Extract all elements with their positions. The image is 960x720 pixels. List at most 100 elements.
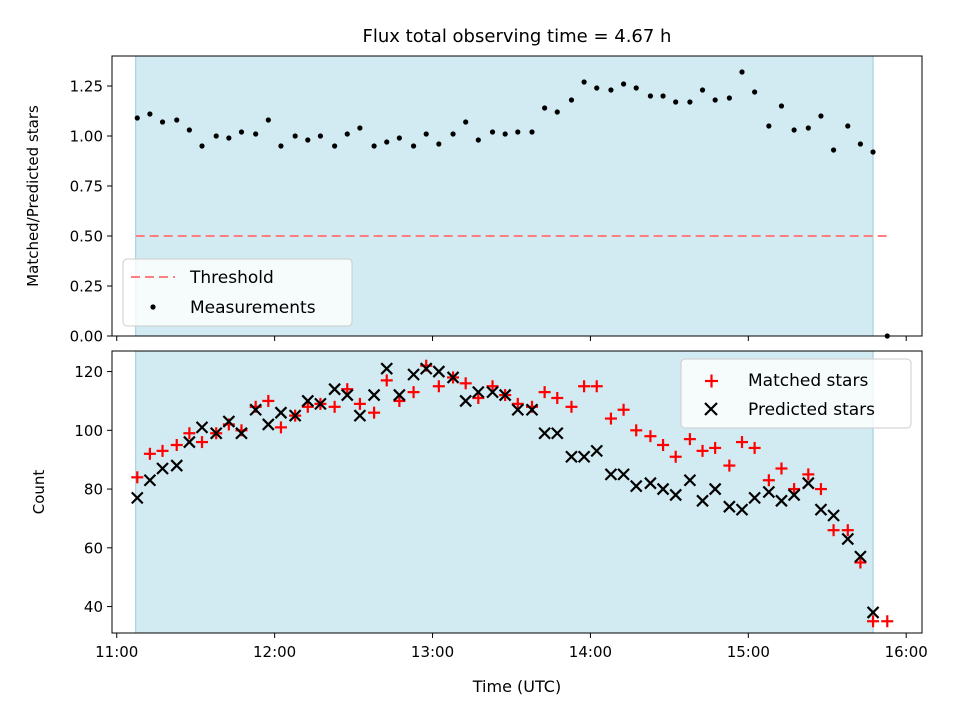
measurements-point [384, 139, 390, 145]
legend-matched-swatch [705, 374, 718, 388]
measurements-point [608, 87, 614, 93]
predicted-stars-point [301, 394, 315, 408]
matched-stars-point [472, 392, 485, 404]
top-legend: Threshold Measurements [122, 258, 353, 327]
matched-stars-point [262, 394, 275, 407]
predicted-stars-point [143, 473, 157, 487]
measurements-point [396, 135, 402, 141]
y-tick-label: 0.75 [70, 178, 103, 196]
measurements-point [226, 135, 232, 141]
measurements-point [265, 117, 271, 123]
matched-stars-point [156, 444, 169, 457]
measurements-point [332, 143, 338, 149]
measurements-point [633, 85, 639, 91]
predicted-stars-point [538, 426, 551, 440]
predicted-stars-point [735, 503, 749, 516]
predicted-stars-point [617, 468, 630, 481]
matched-stars-point [748, 441, 761, 454]
matched-stars-point [143, 447, 156, 460]
predicted-stars-point [814, 503, 828, 516]
top-legend-box [122, 258, 353, 327]
top-axis-ticks: 0.00 0.25 0.50 0.75 1.00 1.25 [70, 78, 907, 346]
y-tick-label: 0.00 [70, 328, 103, 346]
matched-stars-point [657, 439, 670, 451]
matched-stars-point [762, 474, 775, 487]
matched-stars-point [196, 436, 208, 449]
measurements-point [739, 69, 745, 75]
measurements-point [752, 89, 758, 95]
x-tick-label: 16:00 [885, 643, 928, 661]
predicted-stars-point [170, 459, 184, 472]
predicted-stars-point [288, 409, 302, 422]
matched-stars-point [775, 462, 788, 475]
legend-measurements-label: Measurements [190, 298, 316, 318]
measurements-point [581, 79, 587, 85]
measurements-point [845, 123, 851, 129]
x-tick-label: 14:00 [569, 643, 612, 661]
matched-stars-point [393, 394, 406, 407]
measurements-point [475, 137, 481, 143]
measurements-point [450, 131, 456, 137]
predicted-stars-point [644, 476, 657, 490]
predicted-stars-point [696, 494, 709, 508]
matched-stars-point [644, 430, 657, 443]
y-tick-label: 80 [84, 481, 103, 499]
bottom-axis-ticks: 11:00 12:00 13:00 14:00 15:00 16:00 40 60 80 100 1… [74, 363, 927, 661]
predicted-stars-point [472, 385, 485, 399]
matched-stars-point [511, 397, 524, 410]
measurements-point [805, 125, 811, 131]
measurements-point [253, 131, 259, 137]
matched-stars-point [827, 524, 840, 537]
measurements-point [344, 131, 350, 137]
measurements-point [766, 123, 772, 129]
matched-stars-point [341, 383, 354, 396]
matched-stars-point [696, 444, 709, 457]
y-tick-label: 1.00 [70, 128, 103, 146]
x-tick-label: 12:00 [253, 643, 296, 661]
predicted-stars-point [274, 406, 288, 419]
measurements-point [870, 149, 876, 155]
measurements-point [213, 133, 219, 139]
bottom-legend: Matched stars Predicted stars [680, 358, 912, 429]
predicted-stars-point [854, 550, 867, 563]
predicted-stars-point [656, 482, 670, 496]
measurements-point [357, 125, 363, 131]
legend-predicted-swatch [704, 402, 718, 416]
matched-stars-point [353, 397, 366, 410]
top-ratio-marks [134, 69, 890, 339]
measurements-point [712, 97, 718, 103]
predicted-stars-point [511, 403, 525, 417]
predicted-stars-point [590, 444, 604, 458]
predicted-stars-point [525, 403, 539, 417]
measurements-point [529, 129, 535, 135]
predicted-stars-point [486, 385, 499, 399]
matched-stars-point [565, 400, 578, 413]
legend-predicted-label: Predicted stars [748, 400, 875, 420]
matched-stars-point [328, 400, 341, 413]
matched-stars-point [630, 424, 643, 437]
y-tick-label: 120 [74, 363, 103, 381]
x-tick-label: 11:00 [95, 643, 138, 661]
matched-stars-point [788, 483, 801, 496]
bottom-y-axis-label: Count [30, 470, 48, 515]
matched-stars-point [486, 380, 499, 393]
matched-stars-point [368, 406, 381, 419]
predicted-stars-point [340, 388, 354, 402]
matched-stars-point [669, 450, 682, 463]
measurements-point [791, 127, 797, 133]
matched-stars-point [802, 468, 815, 481]
matched-stars-point [538, 386, 551, 399]
matched-stars-point [551, 392, 564, 404]
top-y-axis-label: Matched/Predicted stars [24, 105, 42, 287]
matched-stars-point [432, 380, 445, 393]
top-axes-frame [111, 55, 923, 337]
predicted-stars-point [866, 606, 880, 619]
y-tick-label: 0.50 [70, 228, 103, 246]
measurements-point [594, 85, 600, 91]
predicted-stars-point [367, 388, 381, 402]
predicted-stars-point [604, 468, 618, 481]
bottom-axes-frame [111, 350, 923, 634]
matched-stars-point [683, 433, 696, 446]
measurements-point [502, 131, 508, 137]
x-tick-label: 13:00 [411, 643, 454, 661]
